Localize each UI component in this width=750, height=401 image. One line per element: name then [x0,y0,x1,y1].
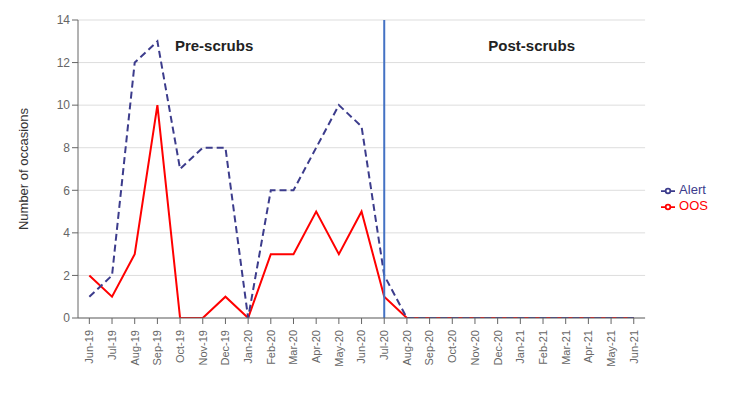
svg-text:Jul-20: Jul-20 [378,330,390,360]
svg-text:Jul-19: Jul-19 [106,330,118,360]
html-text:OOS: OOS [679,198,708,213]
svg-text:Dec-20: Dec-20 [491,330,503,365]
svg-text:May-20: May-20 [333,330,345,367]
svg-text:Feb-20: Feb-20 [265,330,277,365]
svg-text:Jan-20: Jan-20 [242,330,254,364]
svg-text:2: 2 [63,269,70,283]
html-text:Alert: Alert [679,182,706,198]
svg-text:12: 12 [57,56,71,70]
svg-text:Pre-scrubs: Pre-scrubs [175,37,253,54]
svg-text:Jun-21: Jun-21 [628,330,640,364]
svg-text:Mar-20: Mar-20 [287,330,299,365]
svg-text:Apr-21: Apr-21 [582,330,594,363]
svg-text:Nov-19: Nov-19 [197,330,209,365]
svg-text:Aug-19: Aug-19 [129,330,141,365]
svg-text:Oct-20: Oct-20 [446,330,458,363]
svg-text:Sep-20: Sep-20 [423,330,435,365]
svg-text:Post-scrubs: Post-scrubs [488,37,575,54]
svg-text:10: 10 [57,98,71,112]
svg-text:Jun-19: Jun-19 [83,330,95,364]
svg-text:Aug-20: Aug-20 [401,330,413,365]
svg-text:Number of occasions: Number of occasions [16,107,31,230]
svg-text:Apr-20: Apr-20 [310,330,322,363]
svg-text:4: 4 [63,226,70,240]
svg-text:Jan-21: Jan-21 [514,330,526,364]
svg-text:Oct-19: Oct-19 [174,330,186,363]
svg-text:0: 0 [63,311,70,325]
svg-text:Sep-19: Sep-19 [151,330,163,365]
svg-text:Dec-19: Dec-19 [219,330,231,365]
svg-text:Jun-20: Jun-20 [355,330,367,364]
svg-text:Mar-21: Mar-21 [560,330,572,365]
svg-text:May-21: May-21 [605,330,617,367]
svg-text:8: 8 [63,141,70,155]
svg-text:14: 14 [57,13,71,27]
svg-text:Nov-20: Nov-20 [469,330,481,365]
svg-text:6: 6 [63,184,70,198]
svg-text:Feb-21: Feb-21 [537,330,549,365]
